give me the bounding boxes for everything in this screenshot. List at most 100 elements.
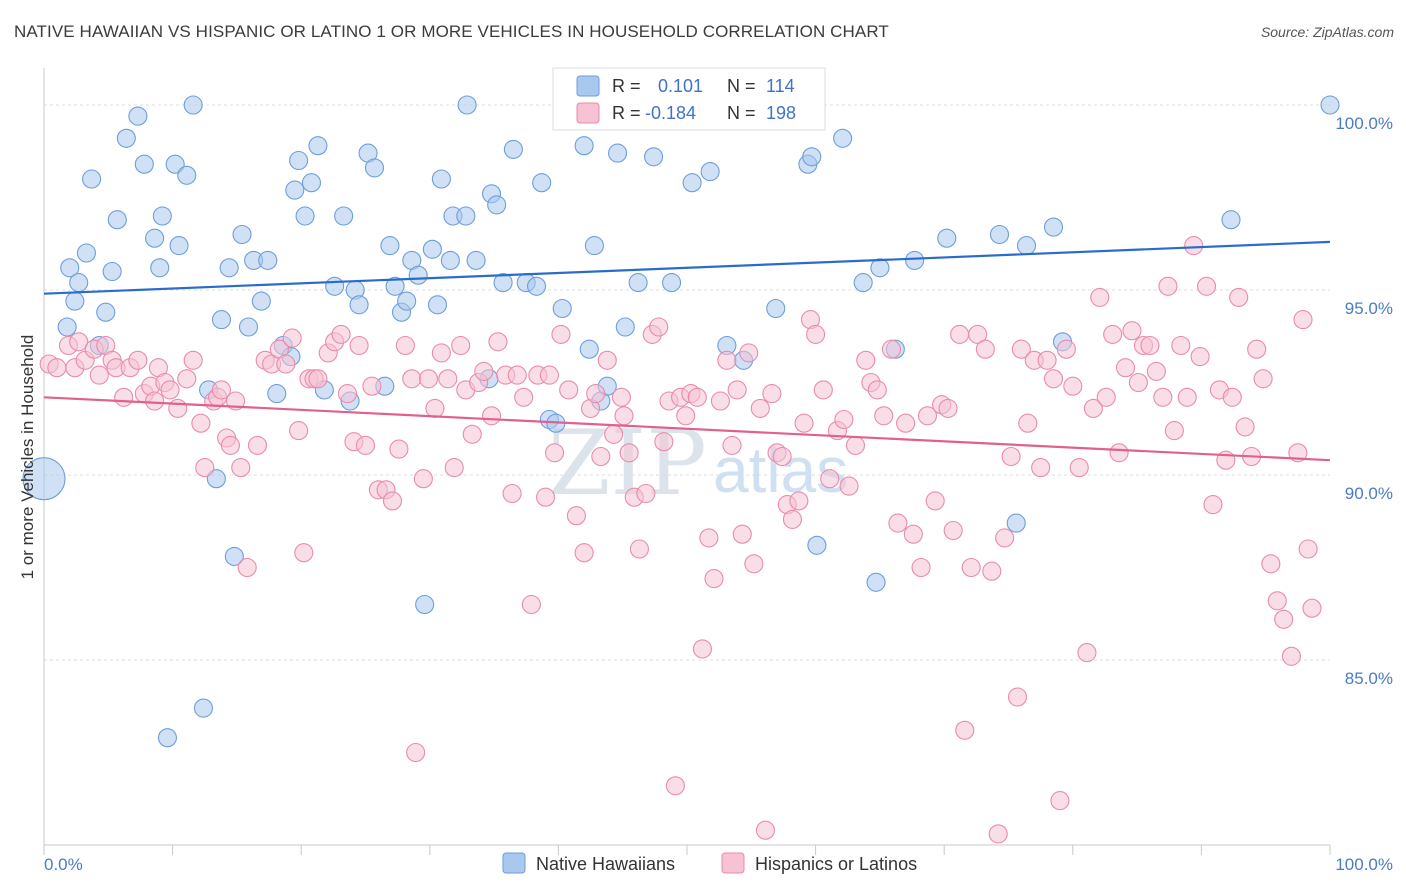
legend-n-value-2: 198 — [766, 103, 796, 123]
hispanic-latino-point-154 — [1001, 446, 1021, 467]
native-hawaiian-point-84 — [628, 273, 648, 293]
y-axis-label: 1 or more Vehicles in Household — [18, 335, 37, 580]
y-tick-labels: 85.0% 90.0% 95.0% 100.0% — [1335, 114, 1393, 688]
native-hawaiian-point-94 — [802, 147, 822, 167]
hispanic-latino-point-131 — [845, 435, 866, 455]
native-hawaiian-point-2 — [60, 258, 80, 278]
hispanic-latino-point-151 — [982, 561, 1002, 581]
native-hawaiian-point-77 — [574, 136, 594, 156]
hispanic-latino-point-57 — [402, 369, 422, 389]
hispanic-latino-point-38 — [282, 328, 302, 348]
hispanic-latino-point-61 — [425, 398, 445, 418]
hispanic-latino-point-54 — [382, 491, 403, 511]
hispanic-latino-point-73 — [502, 483, 522, 504]
native-hawaiian-point-51 — [385, 276, 405, 296]
native-hawaiian-point-50 — [380, 236, 400, 256]
hispanic-latino-point-80 — [544, 443, 565, 463]
hispanic-latino-point-156 — [1011, 339, 1031, 359]
hispanic-latino-point-106 — [699, 528, 719, 548]
legend-bottom: Native Hawaiians Hispanics or Latinos — [502, 852, 917, 874]
hispanic-latino-point-140 — [911, 557, 931, 578]
hispanic-latino-point-166 — [1077, 643, 1097, 663]
native-hawaiian-point-64 — [466, 250, 486, 270]
native-hawaiian-point-40 — [308, 136, 328, 156]
hispanic-latino-point-113 — [739, 343, 759, 363]
hispanic-latino-point-11 — [114, 387, 134, 407]
native-hawaiian-point-46 — [349, 295, 369, 315]
hispanic-latino-point-90 — [611, 387, 631, 407]
native-hawaiian-point-78 — [579, 339, 599, 359]
hispanic-latino-point-180 — [1164, 421, 1184, 441]
hispanic-latino-point-23 — [191, 413, 211, 433]
native-hawaiian-point-6 — [82, 169, 102, 189]
hispanic-latino-point-123 — [794, 413, 814, 433]
hispanic-latino-point-115 — [750, 398, 770, 418]
native-hawaiian-point-24 — [206, 469, 226, 489]
native-hawaiian-point-95 — [807, 535, 827, 555]
native-hawaiian-point-17 — [157, 728, 178, 748]
hispanic-latino-point-189 — [1222, 387, 1242, 407]
y-tick-label-90: 90.0% — [1345, 484, 1393, 503]
hispanic-latino-point-83 — [566, 506, 586, 526]
native-hawaiian-point-103 — [989, 224, 1010, 245]
hispanic-latino-point-160 — [1037, 350, 1057, 370]
legend-swatch-hispanics — [576, 102, 600, 124]
native-hawaiian-point-8 — [96, 302, 116, 322]
hispanic-latino-point-117 — [762, 384, 782, 404]
hispanic-latino-point-145 — [943, 520, 963, 541]
native-hawaiian-point-22 — [193, 698, 214, 718]
hispanic-latino-point-79 — [539, 365, 559, 385]
hispanic-latino-point-119 — [772, 446, 792, 467]
hispanic-latino-point-152 — [988, 824, 1008, 844]
hispanic-latino-point-159 — [1031, 458, 1051, 478]
native-hawaiian-point-83 — [615, 317, 635, 337]
native-hawaiian-point-38 — [295, 206, 315, 226]
hispanic-latino-point-144 — [938, 398, 958, 418]
native-hawaiian-point-106 — [1043, 217, 1064, 237]
hispanic-latino-point-74 — [507, 365, 527, 385]
hispanic-latino-point-171 — [1109, 443, 1129, 463]
hispanic-latino-point-102 — [676, 406, 696, 426]
hispanic-latino-point-129 — [834, 409, 854, 430]
hispanic-latino-point-176 — [1140, 335, 1160, 356]
hispanic-latino-point-24 — [195, 458, 215, 478]
hispanic-latino-point-82 — [559, 380, 579, 400]
hispanic-latino-point-125 — [806, 324, 826, 344]
hispanic-latino-point-50 — [355, 435, 376, 455]
native-hawaiian-point-20 — [177, 165, 197, 185]
legend-n-value-1: 114 — [766, 76, 795, 96]
native-hawaiian-point-18 — [165, 154, 185, 174]
legend-r-label-1: R = — [612, 76, 641, 96]
native-hawaiian-point-10 — [107, 210, 127, 230]
native-hawaiian-point-9 — [102, 261, 122, 282]
y-tick-label-95: 95.0% — [1345, 299, 1393, 318]
native-hawaiian-point-67 — [487, 195, 507, 215]
native-hawaiian-point-29 — [238, 317, 259, 337]
hispanic-latino-point-173 — [1122, 321, 1142, 341]
native-hawaiian-point-101 — [905, 250, 925, 270]
native-hawaiian-point-86 — [662, 273, 682, 293]
hispanic-latino-point-70 — [481, 406, 502, 426]
hispanic-latino-point-136 — [881, 339, 902, 359]
hispanic-latino-point-40 — [294, 543, 314, 563]
native-hawaiian-point-72 — [532, 173, 552, 193]
y-tick-label-100: 100.0% — [1335, 114, 1393, 133]
native-hawaiian-point-21 — [183, 95, 203, 115]
hispanic-latino-point-108 — [710, 391, 730, 411]
hispanic-latino-point-135 — [874, 406, 894, 426]
hispanic-latino-point-22 — [183, 350, 203, 370]
native-hawaiian-point-104 — [1006, 513, 1026, 533]
hispanic-latino-point-148 — [961, 557, 981, 578]
hispanic-latino-point-47 — [337, 384, 358, 404]
native-hawaiian-point-55 — [408, 265, 428, 285]
native-hawaiian-point-59 — [431, 169, 451, 189]
hispanic-latino-point-88 — [597, 350, 617, 370]
native-hawaiian-point-15 — [150, 258, 170, 278]
hispanic-latino-point-194 — [1253, 369, 1273, 389]
hispanic-latino-point-78 — [535, 487, 556, 507]
native-hawaiian-point-53 — [397, 291, 417, 311]
native-hawaiian-point-13 — [134, 154, 154, 174]
hispanic-latino-point-147 — [955, 720, 975, 740]
hispanic-latino-point-71 — [488, 332, 508, 352]
hispanic-latino-point-49 — [349, 335, 369, 356]
